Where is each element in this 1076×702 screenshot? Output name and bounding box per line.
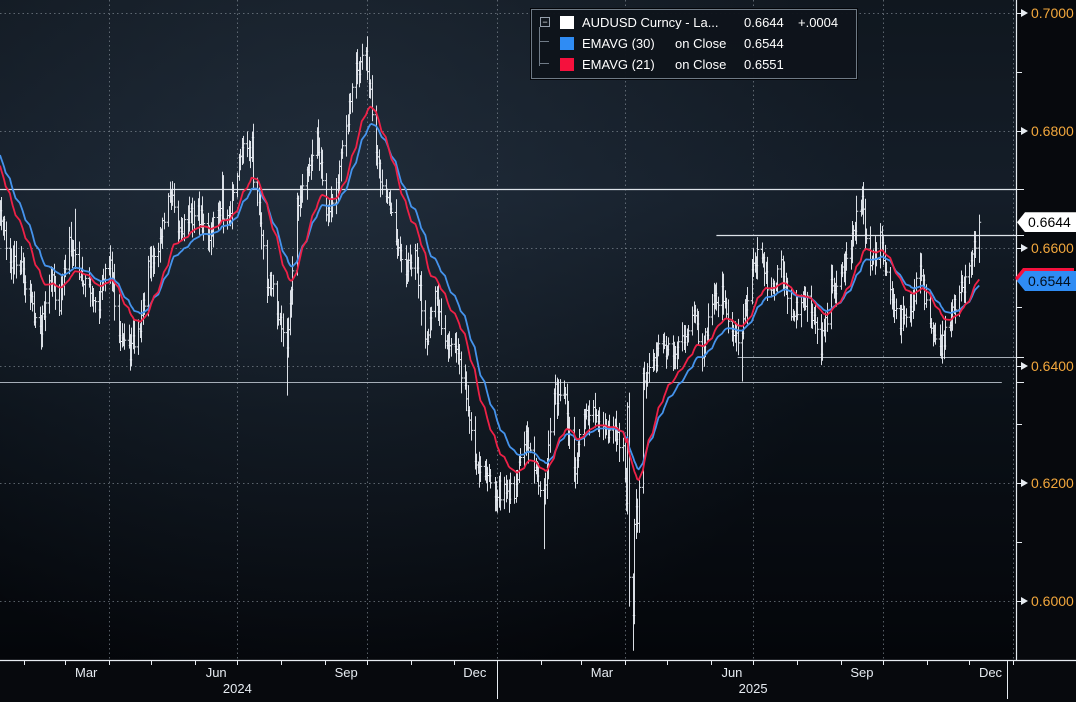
axis-tick-arrow-icon [1021,9,1028,17]
month-label: Sep [850,665,874,680]
legend-tree-connector [539,27,540,66]
legend-row-ema30[interactable]: EMAVG (30) on Close 0.6544 [538,33,850,54]
legend-tree-cell [538,54,560,75]
legend-tree-stub [539,41,549,42]
price-axis[interactable]: 0.7000 0.6800 0.6600 0.6400 0.6200 0.6000 [1016,0,1076,660]
series-value: 0.6644 [744,15,784,30]
legend-row-price[interactable]: − AUDUSD Curncy - La... 0.6644 +.0004 [538,12,850,33]
series-change: +.0004 [798,15,839,30]
price-axis-label: 0.6600 [1031,240,1074,257]
year-label: 2025 [738,681,768,696]
series-qualifier: on Close [675,36,727,51]
price-axis-label: 0.7000 [1031,5,1074,21]
last-price-tag: 0.6644 [1017,212,1076,233]
month-label: Mar [74,665,98,680]
price-axis-label: 0.6000 [1031,592,1074,609]
collapse-icon[interactable]: − [540,17,550,27]
axis-tick-arrow-icon [1021,244,1028,253]
axis-tick-arrow-icon [1021,126,1028,135]
series-swatch-ema30 [560,37,574,50]
month-label: Sep [334,665,358,680]
series-swatch-price [560,16,574,29]
price-axis-label: 0.6400 [1031,357,1074,374]
legend-tree-cell [538,33,560,54]
legend-tree-stub [539,63,549,64]
series-value: 0.6544 [744,36,784,51]
legend-row-ema21[interactable]: EMAVG (21) on Close 0.6551 [538,54,850,75]
month-label: Mar [590,665,614,680]
axis-tick-arrow-icon [1021,479,1028,488]
year-label: 2024 [222,681,252,696]
month-label: Jun [205,665,227,680]
axis-tick-arrow-icon [1021,361,1028,370]
chart-legend[interactable]: − AUDUSD Curncy - La... 0.6644 +.0004 EM… [531,9,857,79]
series-value: 0.6551 [744,57,784,72]
legend-tree-cell: − [538,12,560,33]
price-axis-label: 0.6800 [1031,122,1074,139]
series-qualifier: on Close [675,57,727,72]
series-label: EMAVG (21) [582,58,655,71]
series-label: EMAVG (30) [582,37,655,50]
axis-tick-arrow-icon [1021,596,1028,605]
price-axis-label: 0.6200 [1031,475,1074,492]
ema30-price-tag: 0.6544 [1017,271,1076,292]
series-swatch-ema21 [560,58,574,71]
month-label: Dec [978,665,1003,680]
series-label: AUDUSD Curncy - La... [582,16,719,29]
month-label: Jun [721,665,743,680]
month-label: Dec [463,665,487,680]
time-axis[interactable]: Mar Jun Sep Dec Mar Jun Sep Dec 2024 2025 [0,660,1076,702]
